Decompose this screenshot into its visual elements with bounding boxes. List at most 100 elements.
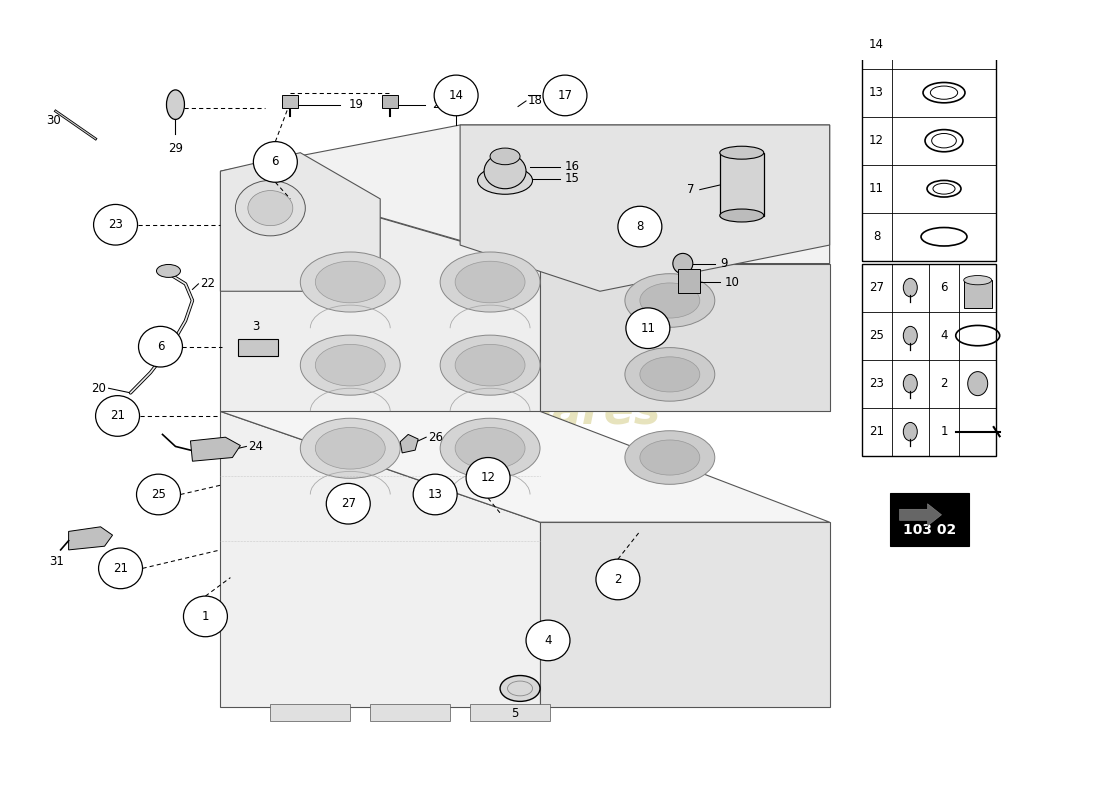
Bar (861, 263, 997, 456)
Text: 10: 10 (725, 275, 739, 289)
Ellipse shape (300, 418, 400, 478)
Text: 17: 17 (558, 89, 572, 102)
Circle shape (327, 483, 371, 524)
Text: 2: 2 (614, 573, 622, 586)
Text: 6: 6 (272, 155, 279, 169)
Ellipse shape (640, 283, 700, 318)
Text: 28: 28 (432, 98, 447, 111)
Circle shape (99, 548, 143, 589)
Ellipse shape (316, 262, 385, 303)
Polygon shape (900, 504, 942, 526)
Ellipse shape (455, 344, 525, 386)
Ellipse shape (477, 166, 532, 194)
Circle shape (94, 205, 138, 245)
Text: 1: 1 (201, 610, 209, 623)
Ellipse shape (316, 427, 385, 469)
Bar (382, 95, 398, 108)
Polygon shape (540, 522, 829, 707)
Ellipse shape (484, 154, 526, 189)
Ellipse shape (625, 430, 715, 484)
Text: 15: 15 (565, 172, 580, 185)
Text: 3: 3 (252, 320, 260, 333)
Ellipse shape (491, 148, 520, 165)
Ellipse shape (455, 262, 525, 303)
Bar (890, 493, 969, 546)
Polygon shape (220, 411, 540, 707)
Text: 23: 23 (869, 377, 884, 390)
Circle shape (253, 142, 297, 182)
Circle shape (526, 620, 570, 661)
Text: 19: 19 (349, 98, 363, 111)
Ellipse shape (235, 181, 306, 236)
Text: 11: 11 (869, 182, 884, 195)
Ellipse shape (903, 278, 917, 297)
Ellipse shape (625, 348, 715, 401)
Bar (470, 704, 550, 721)
Text: 20: 20 (90, 382, 106, 394)
Ellipse shape (166, 90, 185, 119)
Ellipse shape (440, 252, 540, 312)
Bar (964, 280, 992, 308)
Text: 17: 17 (869, 0, 884, 3)
Text: 22: 22 (200, 278, 216, 290)
Bar (678, 269, 700, 293)
Ellipse shape (964, 275, 992, 285)
Bar (283, 95, 298, 108)
Text: a passion for originality since 1985: a passion for originality since 1985 (354, 493, 646, 551)
Text: 13: 13 (869, 86, 884, 99)
Text: 21: 21 (110, 410, 125, 422)
Text: 23: 23 (108, 218, 123, 231)
Ellipse shape (316, 344, 385, 386)
Text: 29: 29 (168, 142, 183, 154)
Ellipse shape (936, 0, 952, 6)
Bar (861, 0, 997, 261)
Circle shape (543, 75, 587, 116)
Text: 4: 4 (940, 329, 948, 342)
Circle shape (618, 206, 662, 247)
Text: 21: 21 (113, 562, 128, 575)
Text: 103 02: 103 02 (903, 522, 956, 537)
Circle shape (414, 474, 458, 514)
Text: 1: 1 (940, 425, 948, 438)
Ellipse shape (156, 265, 180, 278)
Ellipse shape (903, 422, 917, 441)
Polygon shape (220, 411, 829, 522)
Ellipse shape (455, 427, 525, 469)
Ellipse shape (640, 357, 700, 392)
Text: 27: 27 (869, 281, 884, 294)
Bar (239, 339, 278, 356)
Ellipse shape (903, 326, 917, 345)
Ellipse shape (673, 254, 693, 274)
Circle shape (184, 596, 228, 637)
Text: 30: 30 (46, 114, 60, 127)
Text: 31: 31 (50, 555, 64, 569)
Text: 14: 14 (869, 38, 884, 51)
Ellipse shape (625, 274, 715, 327)
Ellipse shape (440, 335, 540, 395)
Circle shape (136, 474, 180, 514)
Text: 11: 11 (640, 322, 656, 334)
Polygon shape (400, 434, 418, 453)
Text: 16: 16 (565, 160, 580, 173)
Polygon shape (220, 153, 381, 291)
Text: 24: 24 (249, 440, 263, 453)
Polygon shape (540, 263, 829, 411)
Circle shape (434, 75, 478, 116)
Text: 9: 9 (719, 257, 727, 270)
Ellipse shape (640, 440, 700, 475)
Text: 8: 8 (873, 230, 880, 243)
Text: 25: 25 (151, 488, 166, 501)
Text: 18: 18 (528, 94, 543, 107)
Text: 25: 25 (869, 329, 884, 342)
Text: 26: 26 (428, 430, 443, 444)
Bar (719, 153, 763, 215)
Circle shape (626, 308, 670, 349)
Text: 7: 7 (688, 183, 695, 196)
Text: 12: 12 (481, 471, 496, 484)
Ellipse shape (719, 209, 763, 222)
Ellipse shape (903, 374, 917, 393)
Ellipse shape (300, 252, 400, 312)
Circle shape (139, 326, 183, 367)
Polygon shape (220, 125, 829, 263)
Text: 6: 6 (156, 340, 164, 353)
